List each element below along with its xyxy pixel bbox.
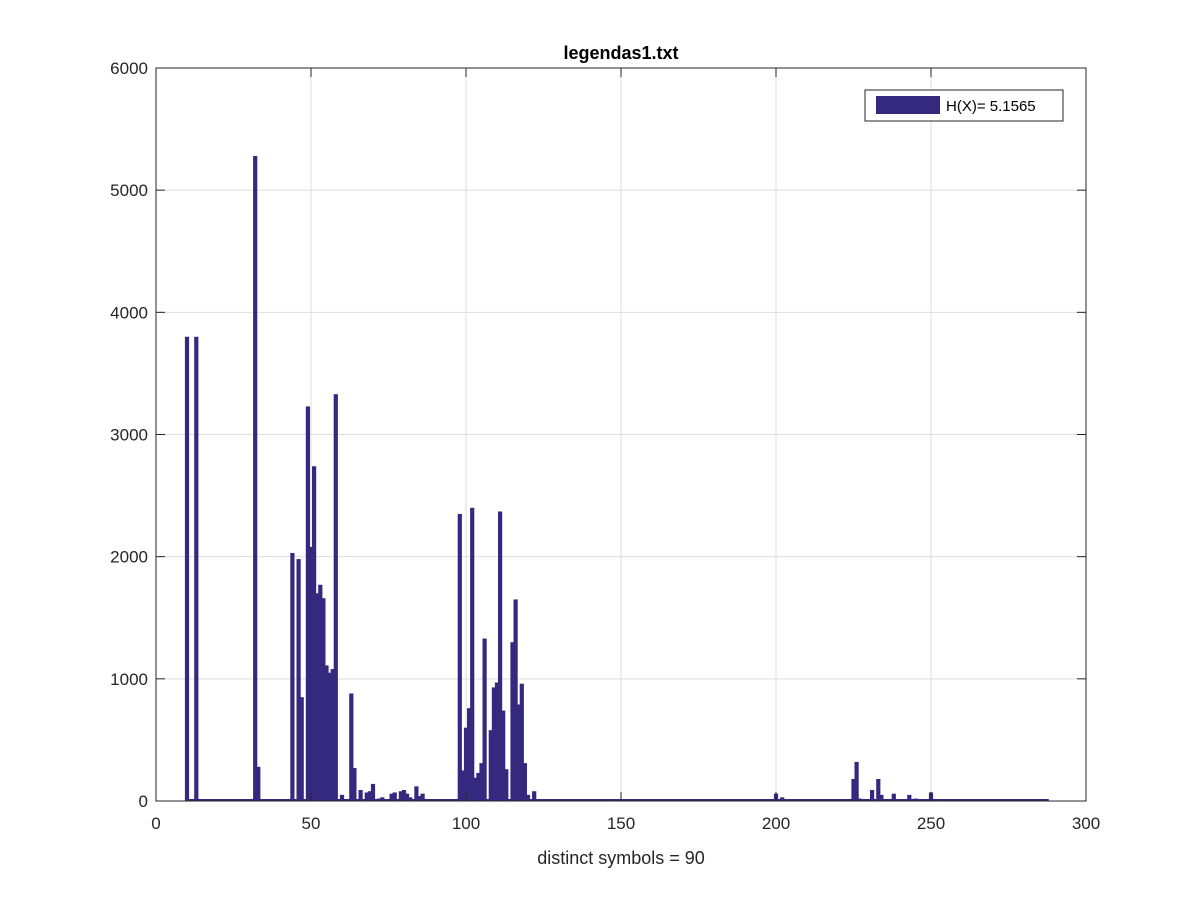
bar	[504, 769, 509, 801]
bar	[907, 794, 912, 801]
x-tick-label: 100	[452, 814, 480, 833]
bar	[339, 794, 345, 801]
bar	[377, 798, 382, 801]
bar	[913, 798, 918, 801]
bar	[414, 786, 419, 801]
bar	[352, 768, 357, 801]
bar	[324, 665, 329, 801]
bar	[312, 466, 317, 801]
bar	[380, 797, 385, 801]
bar	[408, 797, 413, 801]
legend-swatch	[876, 96, 940, 114]
bar	[299, 697, 304, 801]
legend: H(X)= 5.1565	[864, 89, 1064, 122]
bar	[494, 682, 500, 801]
bar	[194, 336, 199, 801]
chart-title: legendas1.txt	[563, 43, 678, 63]
bar	[513, 599, 518, 801]
bar	[305, 406, 310, 801]
bar	[405, 793, 410, 801]
bar	[470, 507, 475, 801]
bar	[318, 584, 323, 801]
bar	[370, 783, 376, 801]
bar	[417, 796, 422, 801]
bar	[498, 511, 503, 801]
bars	[184, 155, 1049, 801]
bar	[851, 779, 856, 801]
x-tick-labels: 0 50 100 150 200 250 300	[151, 814, 1100, 833]
bar	[420, 793, 425, 801]
x-tick-label: 250	[917, 814, 945, 833]
bar	[308, 546, 314, 801]
x-tick-label: 200	[762, 814, 790, 833]
y-tick-label: 1000	[110, 670, 148, 689]
y-tick-label: 6000	[110, 59, 148, 78]
y-tick-label: 3000	[110, 426, 148, 445]
bar	[522, 763, 527, 801]
bar	[482, 638, 487, 801]
x-tick-label: 300	[1072, 814, 1100, 833]
bar	[473, 777, 478, 801]
bar	[876, 779, 881, 801]
bar	[296, 559, 301, 801]
x-tick-label: 150	[607, 814, 635, 833]
legend-entry: H(X)= 5.1565	[946, 98, 1036, 115]
bar	[516, 704, 521, 801]
bar	[256, 766, 261, 801]
bar	[870, 790, 875, 801]
bar	[467, 708, 472, 801]
y-tick-label: 5000	[110, 181, 148, 200]
x-tick-label: 0	[151, 814, 160, 833]
bar	[364, 792, 369, 801]
bar	[184, 336, 190, 801]
bar	[315, 593, 320, 801]
bar	[321, 598, 326, 801]
bar	[491, 687, 496, 801]
bar	[398, 791, 403, 801]
x-axis-label: distinct symbols = 90	[537, 848, 705, 868]
bar	[358, 790, 363, 801]
bar	[501, 710, 506, 801]
bar	[857, 798, 862, 801]
bar	[333, 394, 338, 801]
bar	[327, 672, 332, 801]
bar	[891, 793, 896, 801]
bar	[401, 790, 407, 801]
bar	[532, 791, 537, 801]
bar	[367, 791, 372, 801]
bar	[476, 772, 481, 801]
bar	[290, 553, 295, 801]
y-tick-label: 0	[139, 792, 148, 811]
bar	[808, 799, 813, 801]
bar	[525, 794, 531, 801]
bar	[330, 669, 335, 801]
bar	[879, 794, 884, 801]
bar	[463, 727, 469, 801]
x-tick-label: 50	[302, 814, 321, 833]
bar	[510, 642, 515, 801]
bar	[389, 793, 394, 801]
y-tick-labels: 0 1000 2000 3000 4000 5000 6000	[110, 59, 148, 811]
y-tick-label: 2000	[110, 548, 148, 567]
bar	[519, 683, 524, 801]
bar	[457, 513, 462, 801]
bar	[854, 761, 859, 801]
bar	[479, 763, 484, 801]
bar	[460, 770, 465, 801]
bar	[488, 730, 493, 801]
bar	[392, 792, 397, 801]
y-tick-label: 4000	[110, 303, 148, 322]
bar	[253, 155, 258, 801]
axis-ticks	[155, 67, 1087, 802]
bar	[780, 797, 785, 801]
bar	[349, 693, 354, 801]
